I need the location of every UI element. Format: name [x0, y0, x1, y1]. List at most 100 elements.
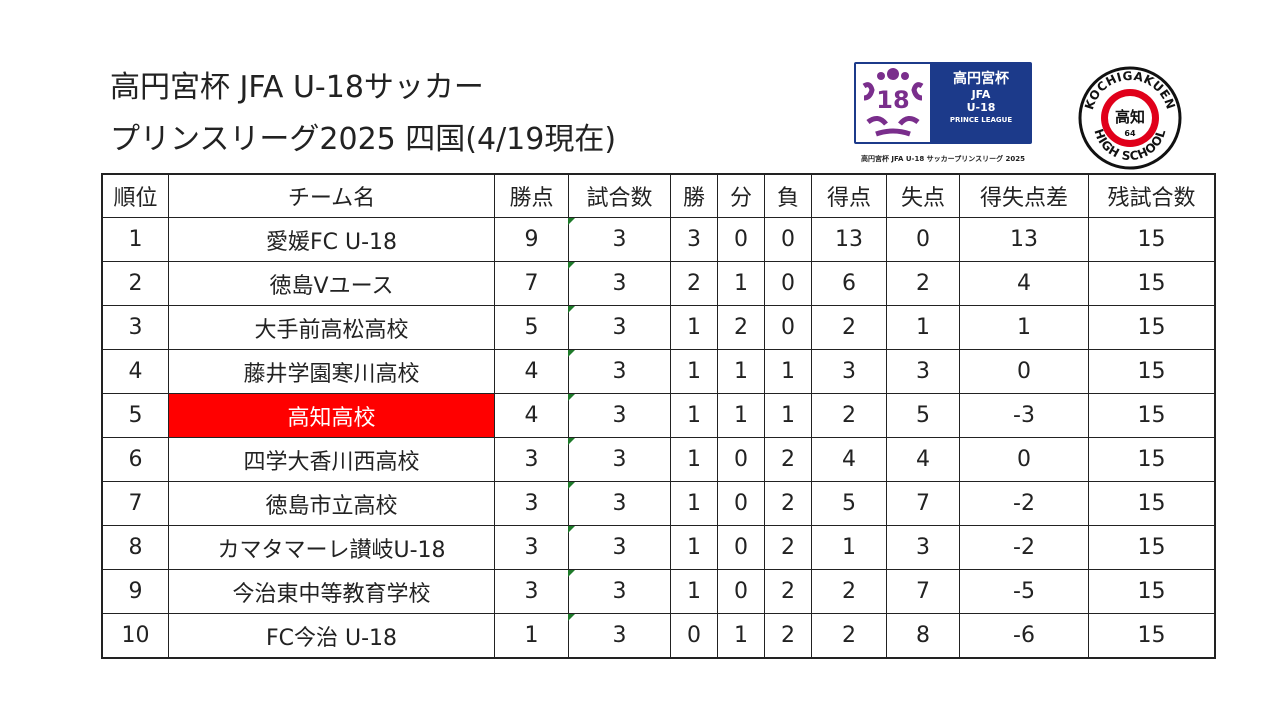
cell-won: 1 [670, 393, 718, 438]
cell-goals-against: 2 [886, 261, 960, 306]
table-row: 4 藤井学園寒川高校 4 3 1 1 1 3 3 0 15 [101, 349, 1216, 394]
school-emblem: KOCHIGAKUEN HIGH SCHOOL 高知 64 [1078, 66, 1182, 170]
league-emblem-number: 18 [876, 86, 910, 114]
cell-lost: 2 [764, 437, 812, 482]
cell-drawn: 0 [717, 569, 765, 614]
cell-goal-difference-value: -2 [1013, 491, 1035, 516]
cell-remaining-value: 15 [1137, 535, 1166, 560]
cell-remaining: 15 [1088, 569, 1216, 614]
cell-played: 3 [568, 613, 671, 659]
cell-rank: 3 [101, 305, 169, 350]
cell-drawn: 1 [717, 613, 765, 659]
cell-drawn-value: 0 [734, 227, 748, 252]
cell-lost-value: 2 [781, 491, 795, 516]
cell-drawn: 0 [717, 437, 765, 482]
page-title: 高円宮杯 JFA U-18サッカー プリンスリーグ2025 四国(4/19現在) [110, 62, 616, 166]
cell-team-value: 徳島Vユース [269, 273, 394, 299]
cell-goal-difference: 0 [959, 349, 1089, 394]
cell-drawn-value: 0 [734, 447, 748, 472]
cell-points: 5 [494, 305, 575, 350]
cell-goal-difference: -3 [959, 393, 1089, 438]
cell-goals-for-value: 2 [842, 315, 856, 340]
cell-lost: 0 [764, 305, 812, 350]
cell-drawn: 0 [717, 481, 765, 526]
cell-team: 徳島市立高校 [168, 481, 495, 526]
cell-goal-difference: -5 [959, 569, 1089, 614]
cell-goals-against-value: 3 [916, 535, 930, 560]
school-number: 64 [1124, 129, 1136, 138]
cell-lost-value: 2 [781, 447, 795, 472]
cell-points-value: 4 [524, 403, 539, 428]
cell-lost: 1 [764, 349, 812, 394]
cell-team: 徳島Vユース [168, 261, 495, 306]
cell-drawn-value: 0 [734, 535, 748, 560]
cell-won: 1 [670, 349, 718, 394]
cell-won: 0 [670, 613, 718, 659]
cell-team: 愛媛FC U-18 [168, 217, 495, 262]
cell-rank-value: 9 [128, 579, 143, 604]
table-header-row: 順位 チーム名 勝点 試合数 勝 分 負 得点 失点 得失点差 残試合数 [101, 173, 1216, 218]
cell-remaining: 15 [1088, 217, 1216, 262]
cell-played-value: 3 [612, 623, 627, 648]
league-emblem-graphic [862, 68, 924, 137]
cell-rank-value: 1 [128, 227, 143, 252]
cell-points: 1 [494, 613, 575, 659]
cell-goals-for-value: 2 [842, 623, 856, 648]
cell-note-marker-icon [568, 350, 575, 357]
cell-played: 3 [568, 525, 671, 570]
cell-goals-against-value: 7 [916, 579, 930, 604]
cell-goals-against-value: 3 [916, 359, 930, 384]
cell-note-marker-icon [568, 262, 575, 269]
header-remaining: 残試合数 [1088, 173, 1216, 218]
cell-won: 1 [670, 305, 718, 350]
cell-remaining-value: 15 [1137, 491, 1166, 516]
cell-drawn-value: 1 [734, 271, 748, 296]
cell-goal-difference-value: 13 [1010, 227, 1038, 252]
cell-note-marker-icon [568, 218, 575, 225]
cell-goals-for-value: 1 [842, 535, 856, 560]
cell-drawn: 0 [717, 217, 765, 262]
cell-played-value: 3 [612, 315, 627, 340]
cell-remaining: 15 [1088, 525, 1216, 570]
cell-goals-for: 2 [811, 305, 887, 350]
cell-team-value: 愛媛FC U-18 [265, 229, 398, 255]
cell-goals-against-value: 0 [916, 227, 930, 252]
cell-goals-for: 3 [811, 349, 887, 394]
cell-points-value: 9 [524, 227, 539, 252]
table-row: 5 高知高校 4 3 1 1 1 2 5 -3 15 [101, 393, 1216, 438]
cell-remaining: 15 [1088, 437, 1216, 482]
cell-remaining: 15 [1088, 261, 1216, 306]
cell-lost: 0 [764, 217, 812, 262]
cell-goal-difference-value: 1 [1017, 315, 1031, 340]
league-name-line-3: U-18 [966, 101, 996, 114]
cell-won-value: 1 [687, 491, 701, 516]
cell-remaining-value: 15 [1137, 227, 1166, 252]
cell-lost-value: 1 [781, 359, 795, 384]
league-emblem-icon: 18 [856, 64, 930, 142]
table-row: 3 大手前高松高校 5 3 1 2 0 2 1 1 15 [101, 305, 1216, 350]
cell-lost: 1 [764, 393, 812, 438]
cell-remaining: 15 [1088, 305, 1216, 350]
header-drawn: 分 [717, 173, 765, 218]
cell-note-marker-icon [568, 438, 575, 445]
cell-goals-against: 7 [886, 569, 960, 614]
cell-rank-value: 3 [128, 315, 143, 340]
standings-body: 1 愛媛FC U-18 9 3 3 0 0 13 0 13 15 2 徳島Vユース 7 3 2 1 0 6 2 4 15 3… [101, 217, 1216, 659]
cell-rank-value: 8 [128, 535, 143, 560]
cell-goal-difference-value: -2 [1013, 535, 1035, 560]
cell-points: 3 [494, 437, 575, 482]
cell-goals-for-value: 2 [842, 579, 856, 604]
cell-played-value: 3 [612, 535, 627, 560]
cell-team-value: 大手前高松高校 [254, 317, 409, 343]
cell-won: 3 [670, 217, 718, 262]
cell-played-value: 3 [612, 359, 627, 384]
standings-table: 順位 チーム名 勝点 試合数 勝 分 負 得点 失点 得失点差 残試合数 1 愛媛… [101, 173, 1216, 659]
cell-lost-value: 1 [781, 403, 795, 428]
cell-goal-difference: 1 [959, 305, 1089, 350]
cell-points: 7 [494, 261, 575, 306]
cell-remaining-value: 15 [1137, 447, 1166, 472]
cell-remaining: 15 [1088, 613, 1216, 659]
cell-won: 1 [670, 525, 718, 570]
cell-rank: 10 [101, 613, 169, 659]
cell-goals-against-value: 5 [916, 403, 930, 428]
